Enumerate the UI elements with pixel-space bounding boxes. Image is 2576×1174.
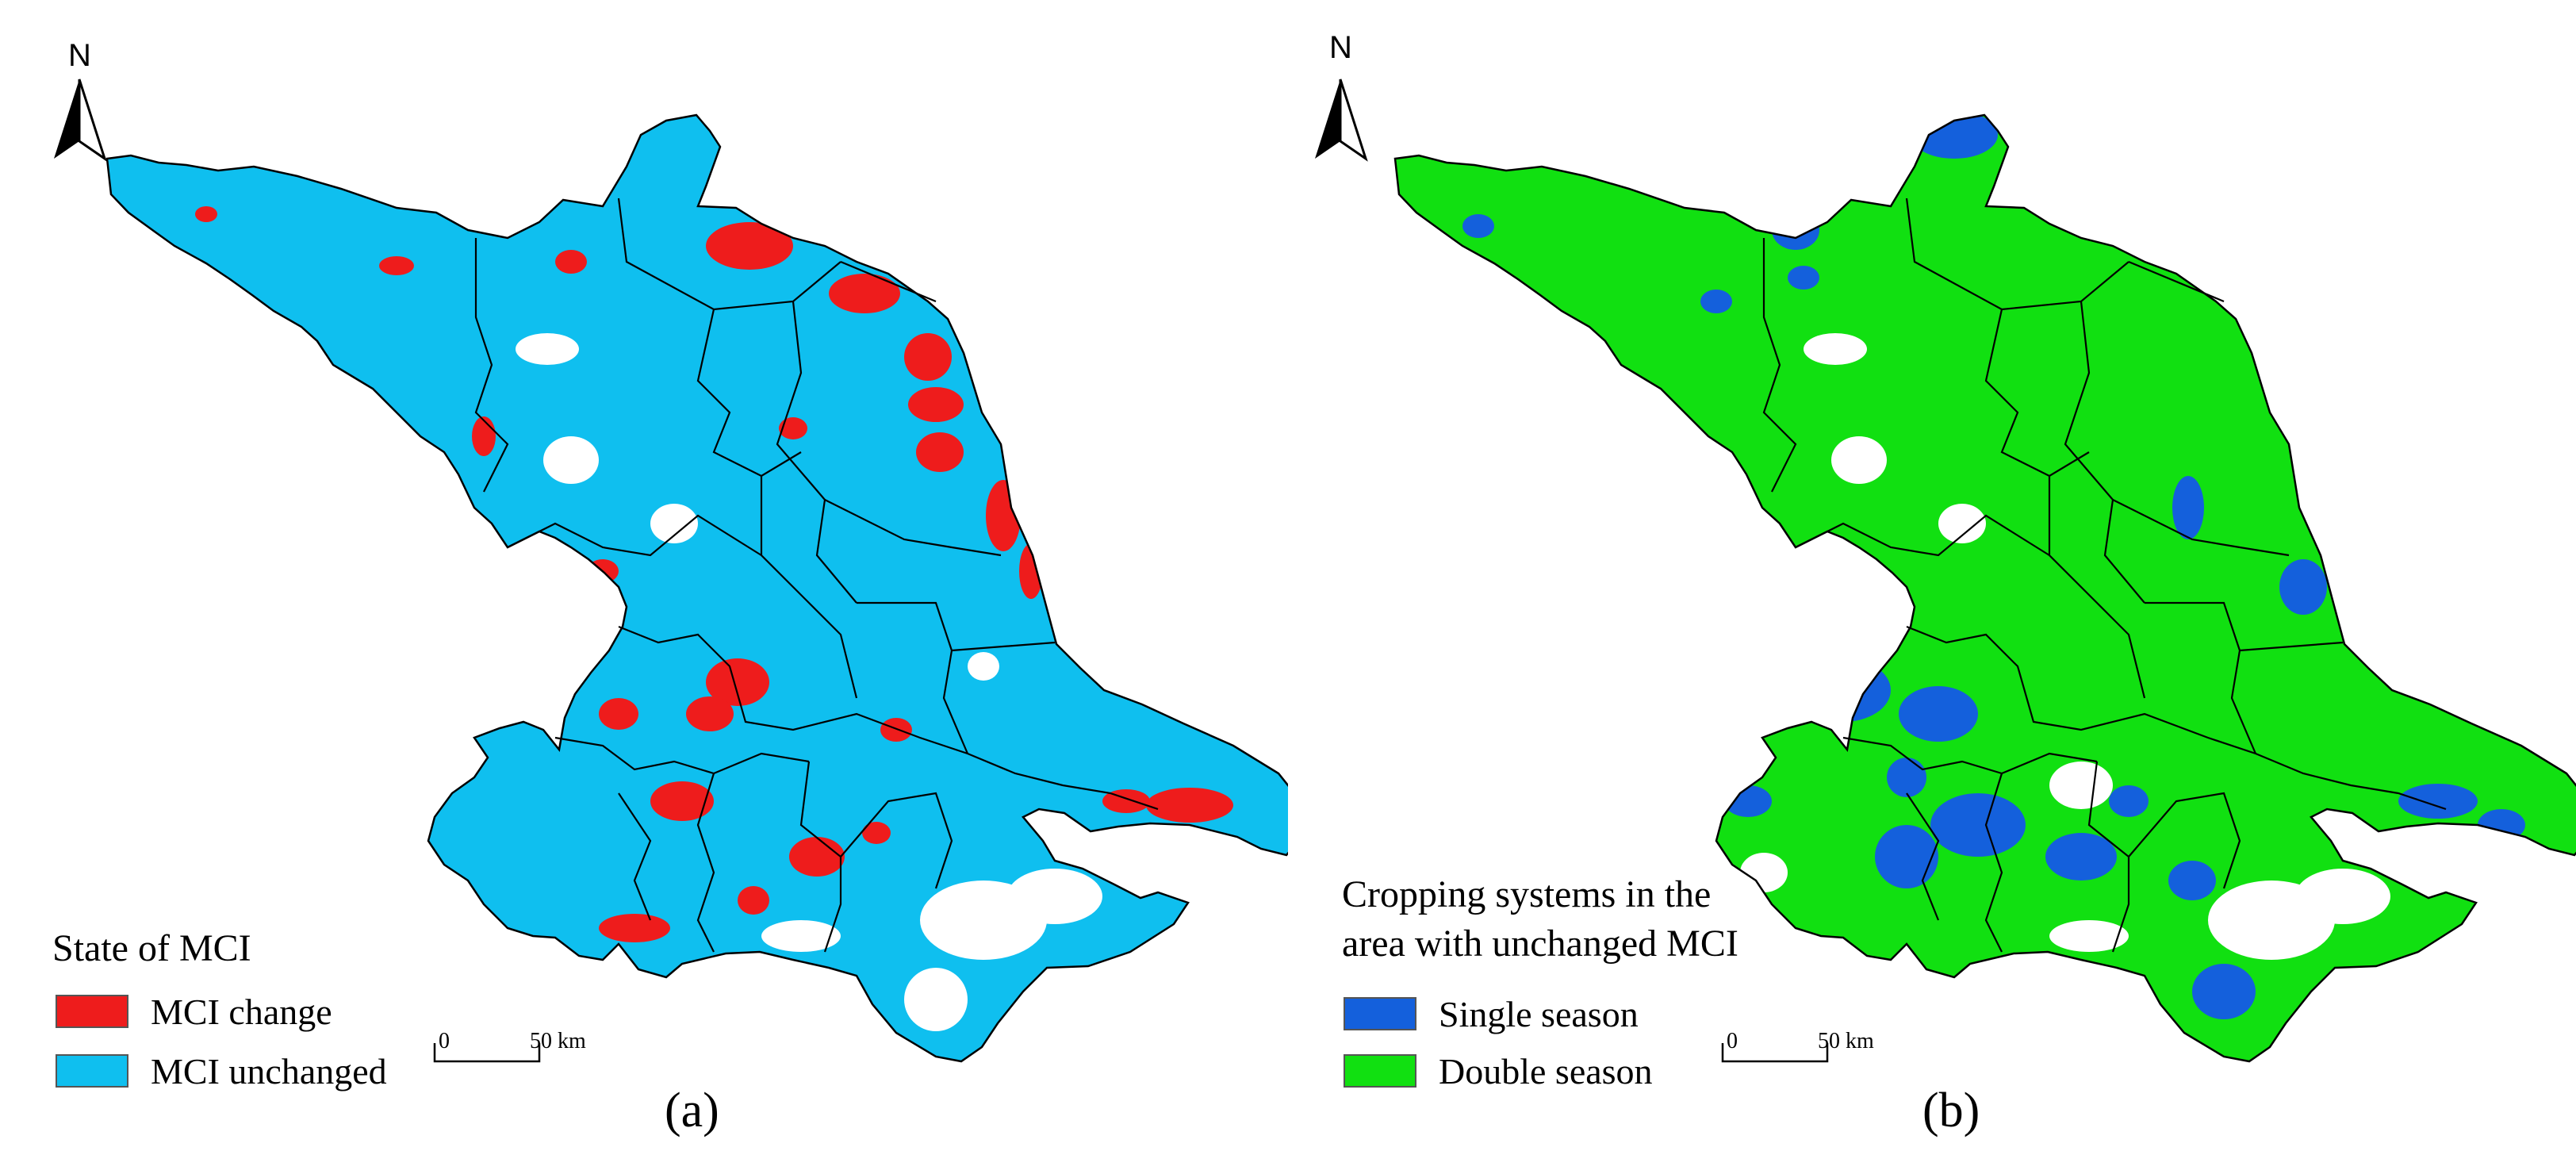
legend-swatch-mci-unchanged [56,1054,128,1088]
legend-item-mci-unchanged: MCI unchanged [56,1050,387,1092]
panel-label-b: (b) [1922,1084,1980,1138]
legend-label: MCI unchanged [151,1050,387,1092]
map-panel-a: N State of MCI MCI change MCI unchanged … [52,38,1288,1138]
legend-item-single-season: Single season [1344,994,1639,1034]
legend-title: State of MCI [52,927,251,969]
scale-end: 50 km [530,1029,586,1053]
legend-title-line2: area with unchanged MCI [1342,923,1738,965]
legend-label: Double season [1439,1050,1653,1092]
admin-boundaries [1393,113,2576,1063]
panel-label-a: (a) [665,1084,719,1138]
legend-label: MCI change [151,991,332,1032]
mci-change-areas [195,206,1233,942]
north-label: N [68,38,91,73]
legend-item-double-season: Double season [1344,1050,1653,1092]
map-a [54,79,1288,1063]
legend-swatch-single-season [1344,997,1416,1030]
no-data-areas [1740,333,2390,960]
legend-swatch-double-season [1344,1054,1416,1088]
scale-zero: 0 [439,1029,450,1053]
north-arrow-icon [54,79,107,162]
scale-end: 50 km [1818,1029,1874,1053]
legend-swatch-mci-change [56,995,128,1028]
north-arrow-icon [1315,79,1368,162]
scale-bar [433,1043,541,1063]
map-b [1315,79,2576,1063]
legend-label: Single season [1439,993,1639,1034]
legend-title-line1: Cropping systems in the [1342,873,1712,915]
legend-item-mci-change: MCI change [56,991,332,1032]
admin-boundaries [105,113,1288,1063]
north-label: N [1329,30,1352,65]
scale-zero: 0 [1727,1029,1738,1053]
map-panel-b: N Cropping systems in the area with unch… [1288,0,2576,1174]
scale-bar [1721,1043,1829,1063]
